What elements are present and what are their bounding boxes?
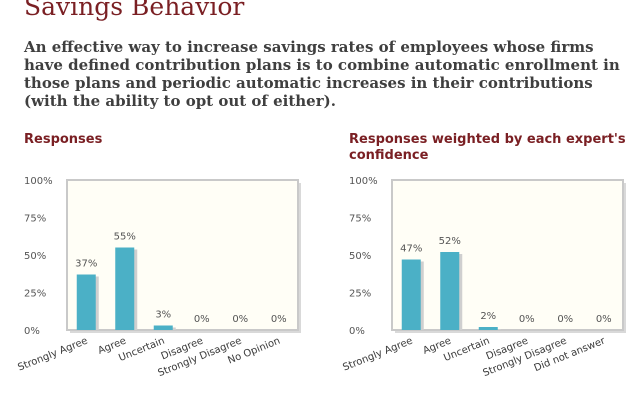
bar-strongly-agree <box>401 259 421 330</box>
bar-uncertain <box>478 327 498 330</box>
y-tick-label: 25% <box>24 289 46 300</box>
data-label-did-not-answer: 0% <box>596 314 612 325</box>
y-tick-label: 50% <box>24 251 46 262</box>
data-label-disagree: 0% <box>519 314 535 325</box>
plot-area <box>391 179 624 331</box>
x-category-label: Strongly Agree <box>16 336 89 374</box>
data-label-no-opinion: 0% <box>271 314 287 325</box>
bar-agree <box>440 252 460 330</box>
y-tick-label: 25% <box>349 289 371 300</box>
bar-agree <box>115 247 135 330</box>
chart-title-weighted: Responses weighted by each expert's conf… <box>349 132 626 163</box>
weighted-responses-bar-chart: 0%25%50%75%100%47%Strongly Agree52%Agree… <box>341 176 626 379</box>
y-tick-label: 0% <box>349 326 365 337</box>
survey-question: An effective way to increase savings rat… <box>24 38 620 110</box>
y-tick-label: 0% <box>24 326 40 337</box>
data-label-agree: 52% <box>439 236 461 247</box>
responses-bar-chart: 0%25%50%75%100%37%Strongly Agree55%Agree… <box>16 176 301 379</box>
data-label-disagree: 0% <box>194 314 210 325</box>
y-tick-label: 100% <box>24 176 53 187</box>
y-tick-label: 75% <box>24 214 46 225</box>
plot-area <box>66 179 299 331</box>
y-tick-label: 75% <box>349 214 371 225</box>
data-label-strongly-agree: 37% <box>75 259 97 270</box>
bar-uncertain <box>153 325 173 330</box>
data-label-uncertain: 2% <box>480 311 496 322</box>
data-label-uncertain: 3% <box>155 310 171 321</box>
data-label-strongly-agree: 47% <box>400 244 422 255</box>
data-label-agree: 55% <box>114 232 136 243</box>
bar-strongly-agree <box>76 274 96 330</box>
y-tick-label: 100% <box>349 176 378 187</box>
page-title: Savings Behavior <box>24 0 245 21</box>
x-category-label: Strongly Agree <box>341 336 414 374</box>
y-tick-label: 50% <box>349 251 371 262</box>
data-label-strongly-disagree: 0% <box>557 314 573 325</box>
chart-title-responses: Responses <box>24 132 103 147</box>
data-label-strongly-disagree: 0% <box>232 314 248 325</box>
